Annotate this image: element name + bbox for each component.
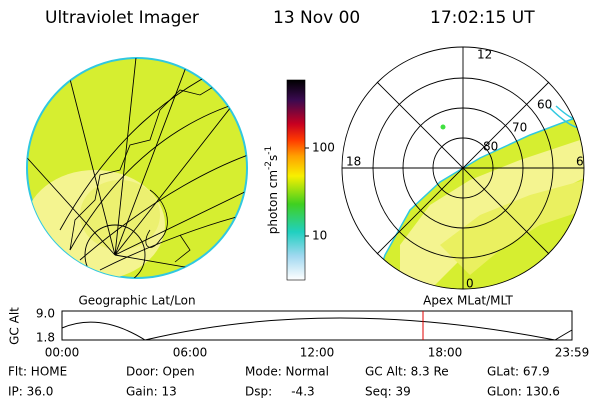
mlat-label: 70 <box>512 121 527 135</box>
date: 13 Nov 00 <box>273 8 360 28</box>
status-field: Gain: 13 <box>126 385 177 399</box>
altitude-frame <box>61 310 573 341</box>
status-field: GC Alt: 8.3 Re <box>365 365 449 379</box>
mlat-label: 60 <box>537 98 552 112</box>
status-field: Seq: 39 <box>365 385 411 399</box>
x-label: 23:59 <box>555 346 590 360</box>
status-field: Dsp: -4.3 <box>245 385 315 399</box>
status-field: Flt: HOME <box>8 365 67 379</box>
y-label: 1.8 <box>36 331 55 345</box>
altitude-axis-label: GC Alt <box>8 307 22 345</box>
coastline <box>69 59 233 263</box>
colorbar-label: 100 <box>312 141 335 155</box>
globe-caption: Geographic Lat/Lon <box>78 294 195 308</box>
mlt-label: 0 <box>466 277 474 291</box>
mlat-label: 80 <box>483 140 498 154</box>
x-label: 06:00 <box>173 346 208 360</box>
colorbar-unit: photon cm-2s-1 <box>264 146 280 235</box>
oval-band <box>440 180 584 275</box>
status-field: IP: 36.0 <box>8 385 53 399</box>
polar-caption: Apex MLat/MLT <box>423 294 513 308</box>
status-field: GLon: 130.6 <box>487 385 560 399</box>
mlt-label: 12 <box>477 48 492 62</box>
unit-part: photon cm <box>266 170 280 234</box>
colorbar-label: 10 <box>312 229 327 243</box>
colorbar <box>286 79 306 281</box>
station-dot <box>440 124 446 130</box>
globe <box>26 57 248 279</box>
polar-spokes <box>342 47 584 289</box>
instrument-title: Ultraviolet Imager <box>45 8 199 28</box>
y-label: 9.0 <box>36 307 55 321</box>
lat-lines <box>59 59 247 271</box>
status-field: Mode: Normal <box>245 365 329 379</box>
altitude-curve <box>61 317 573 341</box>
mlt-label: 18 <box>346 155 361 169</box>
status-field: Door: Open <box>126 365 195 379</box>
unit-exp: -2 <box>264 161 274 170</box>
pole-ring <box>84 224 146 278</box>
unit-exp: -1 <box>264 146 274 155</box>
x-label: 00:00 <box>45 346 80 360</box>
x-label: 18:00 <box>428 346 463 360</box>
mlt-label: 6 <box>576 155 584 169</box>
status-field: GLat: 67.9 <box>487 365 550 379</box>
unit-part: s <box>266 155 280 161</box>
x-label: 12:00 <box>300 346 335 360</box>
time: 17:02:15 UT <box>430 8 535 28</box>
